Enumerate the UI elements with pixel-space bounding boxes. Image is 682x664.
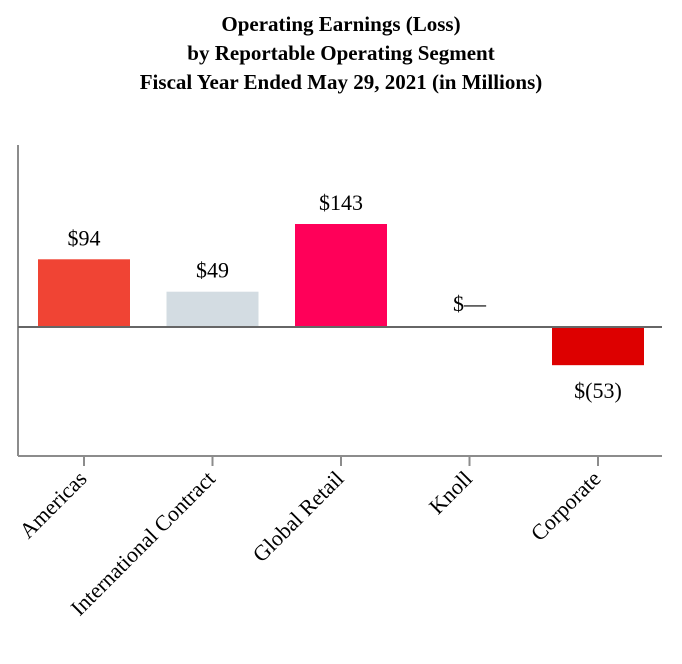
data-label-global-retail: $143 — [319, 190, 363, 215]
data-label-international-contract: $49 — [196, 258, 229, 283]
x-tick-label: Global Retail — [247, 466, 348, 567]
data-label-americas: $94 — [68, 225, 101, 250]
x-tick-label: Americas — [14, 466, 91, 543]
x-tick-label: Corporate — [526, 466, 606, 546]
data-label-knoll: $— — [453, 291, 487, 316]
bar-global-retail — [295, 224, 387, 327]
chart-title-line-3: Fiscal Year Ended May 29, 2021 (in Milli… — [139, 70, 543, 94]
chart-title-line-2: by Reportable Operating Segment — [187, 41, 495, 65]
chart-title-line-1: Operating Earnings (Loss) — [221, 12, 461, 36]
bar-international-contract — [166, 291, 259, 327]
bar-corporate — [552, 327, 644, 366]
data-label-corporate: $(53) — [574, 378, 622, 403]
chart-data-labels: $94 $49 $143 $— $(53) — [68, 190, 622, 403]
x-tick-label: International Contract — [65, 466, 220, 621]
bar-americas — [38, 259, 130, 327]
chart-title: Operating Earnings (Loss) by Reportable … — [0, 10, 682, 97]
x-tick-label: Knoll — [424, 466, 477, 519]
chart-bars — [18, 224, 662, 366]
